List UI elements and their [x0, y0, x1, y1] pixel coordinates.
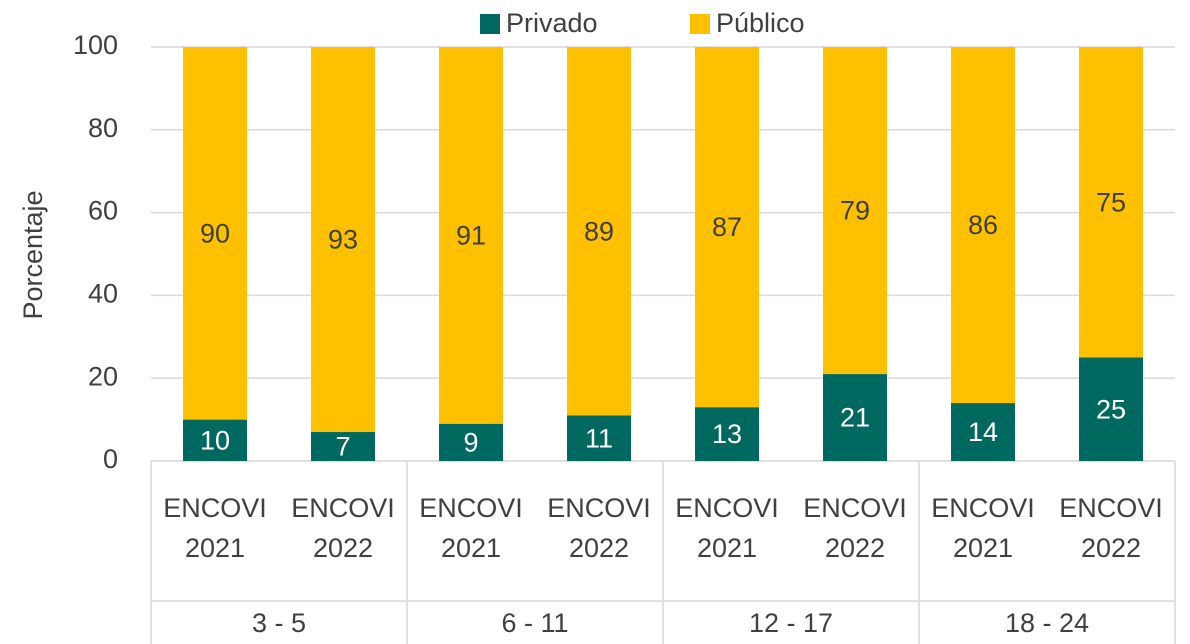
data-label: 91: [456, 220, 486, 250]
y-tick-label: 20: [88, 361, 118, 391]
y-tick-label: 0: [103, 444, 118, 474]
data-label: 87: [712, 212, 742, 242]
data-label: 10: [200, 425, 230, 455]
bar-segment: [823, 374, 887, 461]
y-axis-label: Porcentaje: [18, 190, 48, 319]
group-label: 6 - 11: [501, 608, 569, 638]
bar-segment: [823, 47, 887, 375]
data-label: 90: [200, 218, 230, 248]
data-label: 86: [968, 210, 998, 240]
group-label: 12 - 17: [748, 608, 834, 638]
data-label: 11: [585, 423, 613, 453]
x-tick-label: ENCOVI 2021: [419, 493, 523, 563]
bar-segment: [439, 423, 503, 461]
bar-segment: [951, 403, 1015, 461]
x-tick-label: ENCOVI 2021: [163, 493, 267, 563]
bar-segment: [695, 407, 759, 461]
data-label: 25: [1096, 394, 1126, 424]
x-tick-label: ENCOVI 2022: [291, 493, 395, 563]
bar-segment: [567, 47, 631, 416]
data-label: 93: [328, 225, 358, 255]
data-label: 79: [840, 196, 870, 226]
x-tick-label: ENCOVI 2022: [803, 493, 907, 563]
bar-segment: [439, 47, 503, 424]
x-tick-label: ENCOVI 2022: [1059, 493, 1163, 563]
y-tick-label: 80: [88, 113, 118, 143]
x-tick-label: ENCOVI 2021: [675, 493, 779, 563]
y-tick-label: 100: [73, 30, 118, 60]
legend-label: Privado: [506, 8, 598, 38]
data-label: 13: [712, 419, 742, 449]
legend-label: Público: [716, 8, 805, 38]
data-label: 9: [463, 427, 478, 457]
bar-segment: [183, 47, 247, 420]
data-label: 7: [335, 432, 350, 462]
bar-segment: [695, 47, 759, 408]
bar-segment: [951, 47, 1015, 404]
x-tick-label: ENCOVI 2022: [547, 493, 651, 563]
group-label: 18 - 24: [1004, 608, 1090, 638]
bar-segment: [183, 419, 247, 461]
bar-segment: [567, 415, 631, 461]
legend-swatch: [480, 14, 500, 34]
data-label: 75: [1096, 187, 1126, 217]
data-label: 89: [584, 216, 614, 246]
bar-segment: [311, 432, 375, 461]
bar-segment: [1079, 47, 1143, 358]
y-tick-label: 40: [88, 279, 118, 309]
data-label: 14: [968, 417, 998, 447]
bar-segment: [1079, 357, 1143, 461]
x-tick-label: ENCOVI 2021: [931, 493, 1035, 563]
bar-segment: [311, 47, 375, 433]
group-label: 3 - 5: [251, 608, 307, 638]
data-label: 21: [840, 403, 870, 433]
y-tick-label: 60: [88, 196, 118, 226]
legend-swatch: [690, 14, 710, 34]
